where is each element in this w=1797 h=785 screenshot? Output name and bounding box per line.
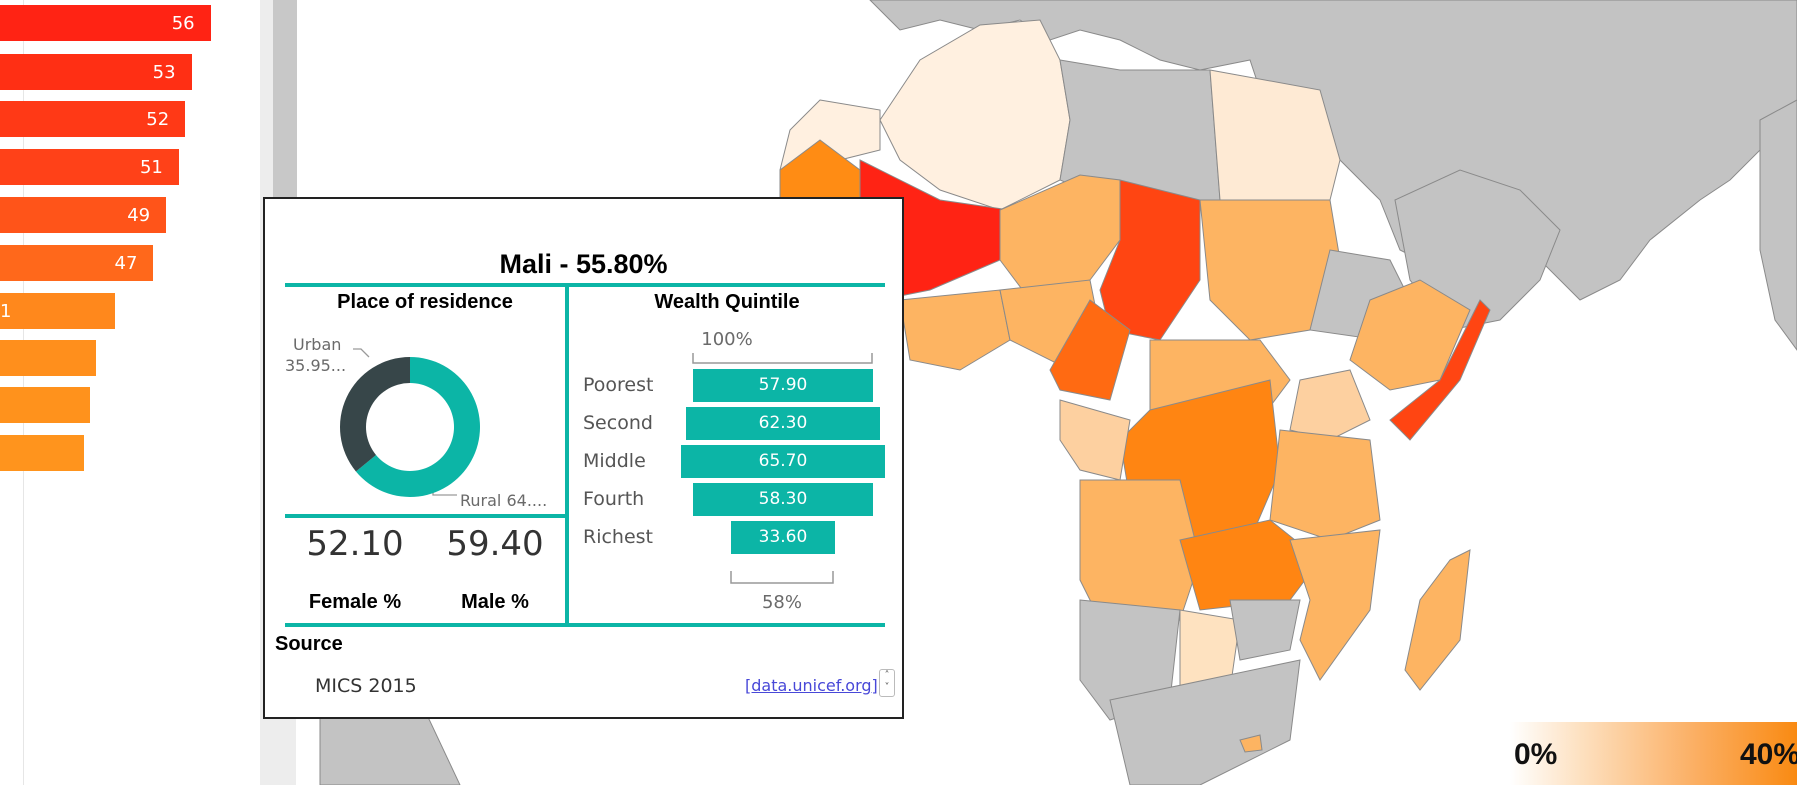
bar-value-label: 52 [146, 109, 170, 130]
bar-value-label: 53 [152, 62, 176, 83]
rural-slice[interactable] [355, 357, 480, 497]
bar[interactable]: 53 [0, 54, 192, 90]
quintile-bar[interactable]: 65.70 [681, 445, 885, 478]
bar[interactable] [0, 435, 84, 471]
source-link[interactable]: [data.unicef.org] [745, 676, 878, 695]
residence-title: Place of residence [337, 291, 513, 313]
bar-value-label: 56 [171, 13, 195, 34]
bar-value-label: 51 [139, 157, 163, 178]
bar[interactable]: 56 [0, 5, 211, 41]
bar[interactable] [0, 387, 90, 423]
male-value: 59.40 [446, 524, 544, 564]
bar[interactable]: 52 [0, 101, 186, 137]
divider-top [285, 283, 885, 287]
quintile-bar[interactable]: 62.30 [686, 407, 880, 440]
quintile-bar[interactable]: 33.60 [730, 521, 836, 554]
wealth-title: Wealth Quintile [654, 291, 800, 313]
bar[interactable]: 49 [0, 197, 167, 233]
quintile-label: Poorest [583, 374, 654, 396]
bar[interactable] [0, 340, 97, 376]
urban-slice[interactable] [340, 357, 410, 472]
scrollbar-thumb[interactable] [273, 0, 297, 210]
legend-max-label: 40% [1740, 738, 1797, 771]
quintile-label: Fourth [583, 488, 645, 510]
bar-chart-panel: 56 53 52 51 49 47 1 [0, 0, 230, 785]
bar-value-label: 49 [127, 205, 151, 226]
bar-value-label: 1 [0, 301, 12, 322]
chevron-up-icon[interactable]: ˄ [884, 670, 890, 681]
bar-value-label: 47 [114, 253, 138, 274]
female-label: Female % [308, 591, 402, 613]
bar[interactable]: 51 [0, 149, 179, 185]
divider-vertical [565, 283, 569, 625]
chevron-down-icon[interactable]: ˅ [884, 682, 890, 693]
funnel-bottom-label: 58% [761, 592, 802, 613]
legend-gradient [1510, 722, 1797, 785]
country-tooltip: Mali - 55.80% Place of residence Urban 3… [263, 197, 904, 719]
divider-middle [285, 514, 565, 518]
scroll-arrows[interactable]: ˄ ˅ [879, 669, 895, 697]
rural-label: Rural 64.... [460, 491, 548, 510]
male-label: Male % [461, 591, 529, 613]
quintile-bar[interactable]: 58.30 [692, 483, 874, 516]
source-heading: Source [275, 633, 343, 655]
quintile-label: Second [583, 412, 653, 434]
residence-donut-chart[interactable] [325, 347, 495, 507]
source-link-container: [data.unicef.org] [745, 676, 878, 695]
quintile-bar[interactable]: 57.90 [693, 369, 873, 402]
legend-min-label: 0% [1514, 738, 1558, 771]
bar[interactable]: 47 [0, 245, 154, 281]
quintile-label: Richest [583, 526, 654, 548]
funnel-top-bracket [692, 353, 873, 364]
source-name: MICS 2015 [315, 675, 417, 697]
urban-label: Urban [293, 335, 342, 354]
tooltip-title: Mali - 55.80% [499, 249, 668, 279]
funnel-top-label: 100% [701, 329, 753, 350]
urban-value: 35.95... [285, 356, 347, 375]
funnel-bottom-bracket [730, 571, 834, 584]
divider-bottom [285, 623, 885, 627]
female-value: 52.10 [306, 524, 404, 564]
bar[interactable]: 1 [0, 293, 116, 329]
quintile-label: Middle [583, 450, 646, 472]
